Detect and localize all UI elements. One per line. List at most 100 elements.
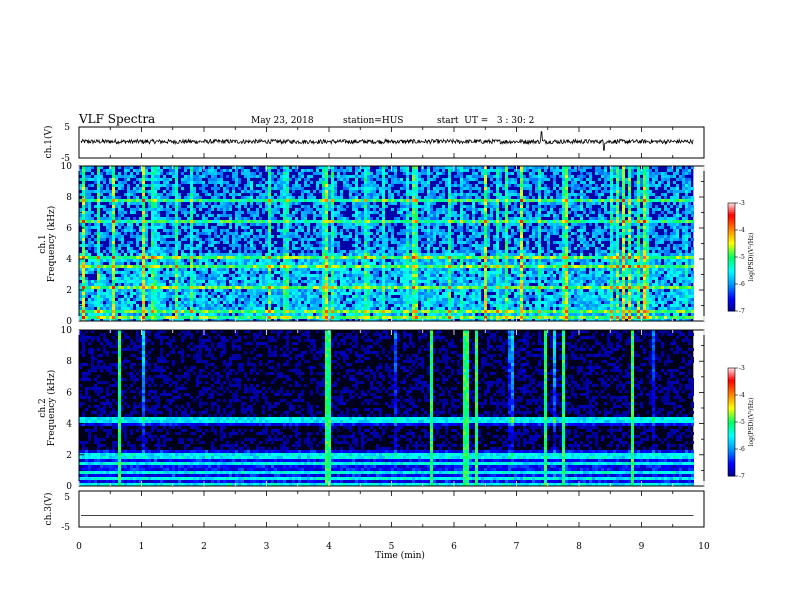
- spectrogram-cell: [97, 220, 100, 223]
- spectrogram-cell: [403, 202, 406, 205]
- spectrogram-cell: [355, 172, 358, 175]
- spectrogram-cell: [274, 241, 277, 244]
- spectrogram-cell: [337, 274, 340, 277]
- spectrogram-cell: [307, 277, 310, 280]
- spectrogram-cell: [166, 292, 169, 295]
- spectrogram-cell: [214, 169, 217, 172]
- spectrogram-cell: [367, 220, 370, 223]
- date-label: May 23, 2018: [251, 116, 314, 126]
- spectrogram-cell: [358, 307, 361, 310]
- spectrogram-cell: [106, 223, 109, 226]
- spectrogram-cell: [349, 235, 352, 238]
- spectrogram-cell: [337, 256, 340, 259]
- spectrogram-cell: [286, 286, 289, 289]
- spectrogram-cell: [208, 166, 211, 169]
- spectrogram-cell: [355, 166, 358, 169]
- spectrogram-cell: [250, 298, 253, 301]
- spectrogram-cell: [352, 313, 355, 316]
- spectrogram-cell: [394, 217, 397, 220]
- spectrogram-cell: [130, 229, 133, 232]
- spectrogram-cell: [319, 226, 322, 229]
- spectrogram-cell: [382, 286, 385, 289]
- spectrogram-cell: [163, 226, 166, 229]
- spectrogram-cell: [136, 313, 139, 316]
- spectrogram-cell: [292, 241, 295, 244]
- spectrogram-cell: [358, 175, 361, 178]
- spectrogram-cell: [82, 169, 85, 172]
- spectrogram-cell: [400, 271, 403, 274]
- spectrogram-cell: [397, 211, 400, 214]
- spectrogram-cell: [271, 298, 274, 301]
- spectrogram-cell: [136, 202, 139, 205]
- spectrogram-cell: [124, 265, 127, 268]
- spectrogram-cell: [337, 178, 340, 181]
- spectrogram-cell: [196, 292, 199, 295]
- spectrogram-cell: [364, 289, 367, 292]
- spectrogram-cell: [205, 169, 208, 172]
- spectrogram-cell: [178, 301, 181, 304]
- spectrogram-cell: [181, 265, 184, 268]
- spectrogram-cell: [355, 313, 358, 316]
- spectrogram-cell: [262, 283, 265, 286]
- spectrogram-cell: [124, 298, 127, 301]
- spectrogram-cell: [349, 307, 352, 310]
- spectrogram-cell: [409, 286, 412, 289]
- spectrogram-cell: [232, 193, 235, 196]
- spectrogram-cell: [304, 286, 307, 289]
- spectrogram-cell: [289, 289, 292, 292]
- spectrogram-cell: [307, 307, 310, 310]
- spectrogram-cell: [247, 313, 250, 316]
- spectrogram-cell: [250, 286, 253, 289]
- spectrogram-cell: [250, 316, 253, 319]
- spectrogram-cell: [253, 301, 256, 304]
- spectrogram-cell: [427, 229, 430, 232]
- spectrogram-cell: [139, 280, 142, 283]
- spectrogram-cell: [283, 169, 286, 172]
- spectrogram-cell: [343, 217, 346, 220]
- spectrogram-cell: [418, 196, 421, 199]
- spectrogram-cell: [145, 229, 148, 232]
- spectrogram-cell: [145, 241, 148, 244]
- spectrogram-cell: [154, 253, 157, 256]
- spectrogram-cell: [133, 217, 136, 220]
- spectrogram-cell: [133, 271, 136, 274]
- spectrogram-cell: [319, 190, 322, 193]
- spectrogram-cell: [271, 202, 274, 205]
- spectrogram-cell: [247, 262, 250, 265]
- spectrogram-cell: [370, 226, 373, 229]
- spectrogram-cell: [289, 220, 292, 223]
- spectrogram-cell: [349, 316, 352, 319]
- spectrogram-cell: [187, 283, 190, 286]
- spectrogram-cell: [316, 289, 319, 292]
- spectrogram-cell: [418, 292, 421, 295]
- spectrogram-cell: [118, 292, 121, 295]
- spectrogram-cell: [307, 205, 310, 208]
- spectrogram-cell: [364, 250, 367, 253]
- spectrogram-cell: [355, 223, 358, 226]
- spectrogram-cell: [436, 310, 439, 313]
- spectrogram-cell: [394, 280, 397, 283]
- spectrogram-cell: [286, 274, 289, 277]
- spectrogram-cell: [187, 211, 190, 214]
- spectrogram-cell: [370, 286, 373, 289]
- spectrogram-cell: [397, 250, 400, 253]
- spectrogram-cell: [193, 175, 196, 178]
- spectrogram-cell: [136, 265, 139, 268]
- spectrogram-cell: [415, 166, 418, 169]
- spectrogram-cell: [424, 247, 427, 250]
- spectrogram-cell: [295, 199, 298, 202]
- spectrogram-cell: [88, 190, 91, 193]
- spectrogram-cell: [172, 172, 175, 175]
- spectrogram-cell: [427, 259, 430, 262]
- spectrogram-cell: [259, 217, 262, 220]
- spectrogram-cell: [199, 316, 202, 319]
- spectrogram-cell: [430, 253, 433, 256]
- spectrogram-cell: [148, 310, 151, 313]
- spectrogram-cell: [349, 223, 352, 226]
- spectrogram-cell: [214, 229, 217, 232]
- spectrogram-cell: [226, 175, 229, 178]
- spectrogram-cell: [100, 304, 103, 307]
- spectrogram-cell: [175, 229, 178, 232]
- spectrogram-cell: [106, 304, 109, 307]
- spectrogram-cell: [433, 238, 436, 241]
